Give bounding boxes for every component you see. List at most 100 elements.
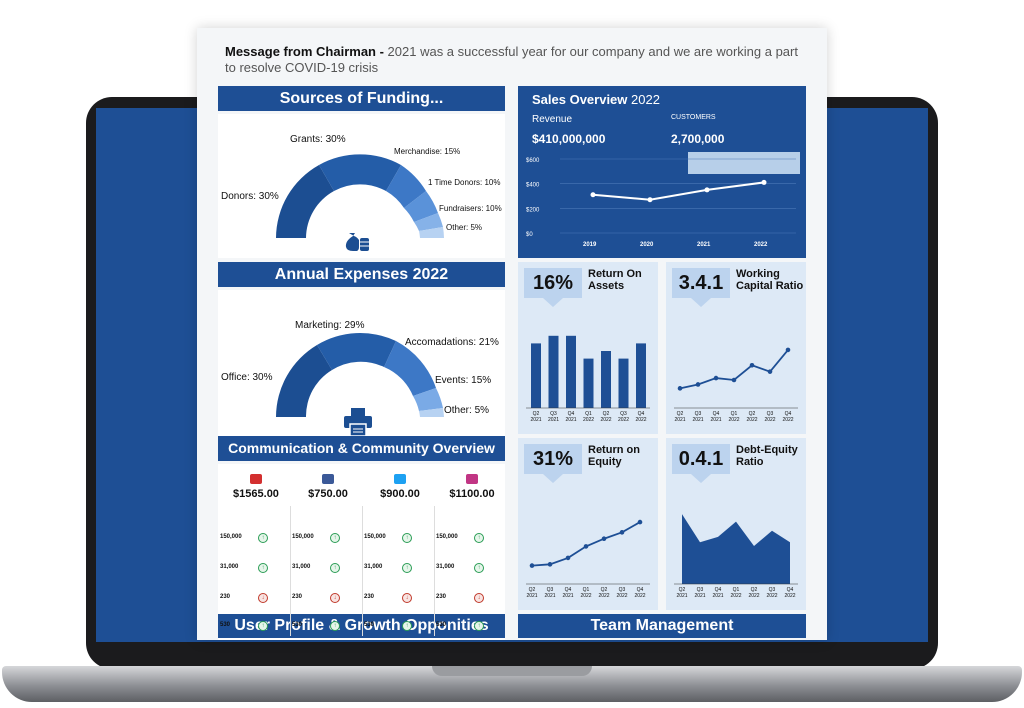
instagram-icon[interactable] xyxy=(466,474,478,484)
trend-up-icon: ↑ xyxy=(258,621,268,631)
expenses-gauge xyxy=(276,333,444,417)
channel-amount: $1100.00 xyxy=(449,488,495,500)
youtube-icon[interactable] xyxy=(250,474,262,484)
chairman-message: Message from Chairman - 2021 was a succe… xyxy=(225,44,810,76)
expenses-header: Annual Expenses 2022 xyxy=(218,262,505,287)
wcr-point xyxy=(695,382,701,387)
trend-up-icon: ↑ xyxy=(402,621,412,631)
roe-title: Return on Equity xyxy=(588,444,640,468)
mini-xtick-year: 2022 xyxy=(600,417,611,423)
twitter-icon[interactable] xyxy=(394,474,406,484)
mini-xtick-year: 2021 xyxy=(544,593,555,599)
facebook-icon[interactable] xyxy=(322,474,334,484)
mini-xtick-label: Q2 xyxy=(533,411,540,417)
roe-point xyxy=(565,555,571,561)
der-area xyxy=(682,514,790,584)
gauge-segment-other xyxy=(419,227,444,238)
trend-down-icon: ↓ xyxy=(402,593,412,603)
wcr-point xyxy=(767,369,773,374)
column-divider xyxy=(434,506,435,636)
channel-metric-value: 530 xyxy=(220,622,231,628)
mini-xtick-label: Q2 xyxy=(529,587,536,593)
expenses-label-other: Other: 5% xyxy=(444,405,490,416)
roe-point xyxy=(583,544,589,549)
community-channel-column: $1100.00 150,000 ↑ 31,000 ↑ 230 ↓ 530 ↑ xyxy=(434,474,508,640)
funding-gauge xyxy=(276,154,444,238)
channel-metric-value: 530 xyxy=(436,622,447,628)
roa-title: Return On Assets xyxy=(588,268,642,292)
kpi-card-wcr: 3.4.1 Working Capital Ratio Q2 2021 Q3 2021… xyxy=(666,262,806,434)
gauge-segment-office xyxy=(276,345,332,417)
sales-ytick-label: $400 xyxy=(526,183,540,189)
expenses-label-events: Events: 15% xyxy=(435,375,492,386)
sales-overview-panel: Sales Overview 2022 Revenue $410,000,000… xyxy=(518,86,806,258)
mini-xtick-year: 2022 xyxy=(598,593,609,599)
mini-xtick-year: 2021 xyxy=(530,417,541,423)
sales-point xyxy=(761,179,767,185)
dashboard-page: Message from Chairman - 2021 was a succe… xyxy=(197,28,827,640)
community-channel-column: $750.00 150,000 ↑ 31,000 ↑ 230 ↓ 530 ↑ xyxy=(290,474,364,640)
trend-down-icon: ↓ xyxy=(474,593,484,603)
mini-xtick-label: Q3 xyxy=(695,411,702,417)
channel-amount: $900.00 xyxy=(380,488,420,500)
sales-year: 2022 xyxy=(631,92,660,107)
roa-bar xyxy=(601,351,611,408)
mini-xtick-label: Q3 xyxy=(619,587,626,593)
mini-xtick-year: 2022 xyxy=(746,417,757,423)
expenses-label-office: Office: 30% xyxy=(221,372,273,383)
mini-xtick-label: Q3 xyxy=(547,587,554,593)
team-management-header: Team Management xyxy=(518,614,806,638)
mini-xtick-year: 2021 xyxy=(565,417,576,423)
mini-xtick-year: 2022 xyxy=(730,593,741,599)
gauge-segment-other xyxy=(419,408,444,417)
mini-xtick-label: Q2 xyxy=(677,411,684,417)
trend-up-icon: ↑ xyxy=(330,621,340,631)
column-divider xyxy=(290,506,291,636)
funding-label-one-time-donors: 1 Time Donors: 10% xyxy=(428,178,501,187)
roa-value: 16% xyxy=(524,268,582,307)
printer-icon xyxy=(342,408,374,437)
mini-xtick-label: Q2 xyxy=(749,411,756,417)
channel-metric-value: 150,000 xyxy=(364,534,386,540)
roe-point xyxy=(637,519,643,525)
mini-xtick-year: 2021 xyxy=(562,593,573,599)
channel-metric-value: 31,000 xyxy=(292,564,311,570)
roa-bar xyxy=(636,343,646,408)
sales-point xyxy=(704,187,710,193)
sales-title: Sales Overview xyxy=(532,92,628,107)
roe-point xyxy=(619,530,625,535)
column-divider xyxy=(362,506,363,636)
expenses-label-marketing: Marketing: 29% xyxy=(295,320,365,331)
mini-xtick-label: Q3 xyxy=(769,587,776,593)
mini-xtick-label: Q2 xyxy=(601,587,608,593)
roa-bar-chart: Q22021Q32021Q42021Q12022Q22022Q32022Q420… xyxy=(526,335,650,423)
mini-xtick-label: Q1 xyxy=(583,587,590,593)
revenue-value: $410,000,000 xyxy=(532,132,606,146)
mini-xtick-label: Q3 xyxy=(767,411,774,417)
chairman-message-label: Message from Chairman - xyxy=(225,44,384,59)
channel-metric-value: 150,000 xyxy=(436,534,458,540)
roe-point xyxy=(601,536,607,542)
mini-xtick-year: 2022 xyxy=(782,417,793,423)
roe-line xyxy=(531,521,641,567)
gauge-segment-donors xyxy=(276,165,334,238)
kpi-card-roe: 31% Return on Equity Q2 2021 Q3 2021 Q4 2021 Q… xyxy=(518,438,658,610)
trend-up-icon: ↑ xyxy=(474,533,484,543)
funding-label-donors: Donors: 30% xyxy=(221,191,279,202)
mini-xtick-year: 2022 xyxy=(634,593,645,599)
mini-xtick-label: Q4 xyxy=(565,587,572,593)
trend-down-icon: ↓ xyxy=(258,593,268,603)
mini-xtick-label: Q2 xyxy=(751,587,758,593)
gauge-segment-accomadations xyxy=(384,341,436,396)
mini-xtick-year: 2021 xyxy=(548,417,559,423)
channel-metric-value: 530 xyxy=(292,622,303,628)
community-channel-column: $900.00 150,000 ↑ 31,000 ↑ 230 ↓ 530 ↑ xyxy=(362,474,436,640)
funding-label-grants: Grants: 30% xyxy=(290,134,346,145)
roa-bar xyxy=(531,343,541,408)
kpi-card-der: 0.4.1 Debt-Equity Ratio Q2 2021 Q3 2021 Q4 20… xyxy=(666,438,806,610)
sales-ytick-label: $200 xyxy=(526,207,540,213)
trend-up-icon: ↑ xyxy=(330,563,340,573)
mini-xtick-year: 2021 xyxy=(674,417,685,423)
mini-xtick-year: 2022 xyxy=(583,417,594,423)
sales-ytick-label: $600 xyxy=(526,158,540,164)
